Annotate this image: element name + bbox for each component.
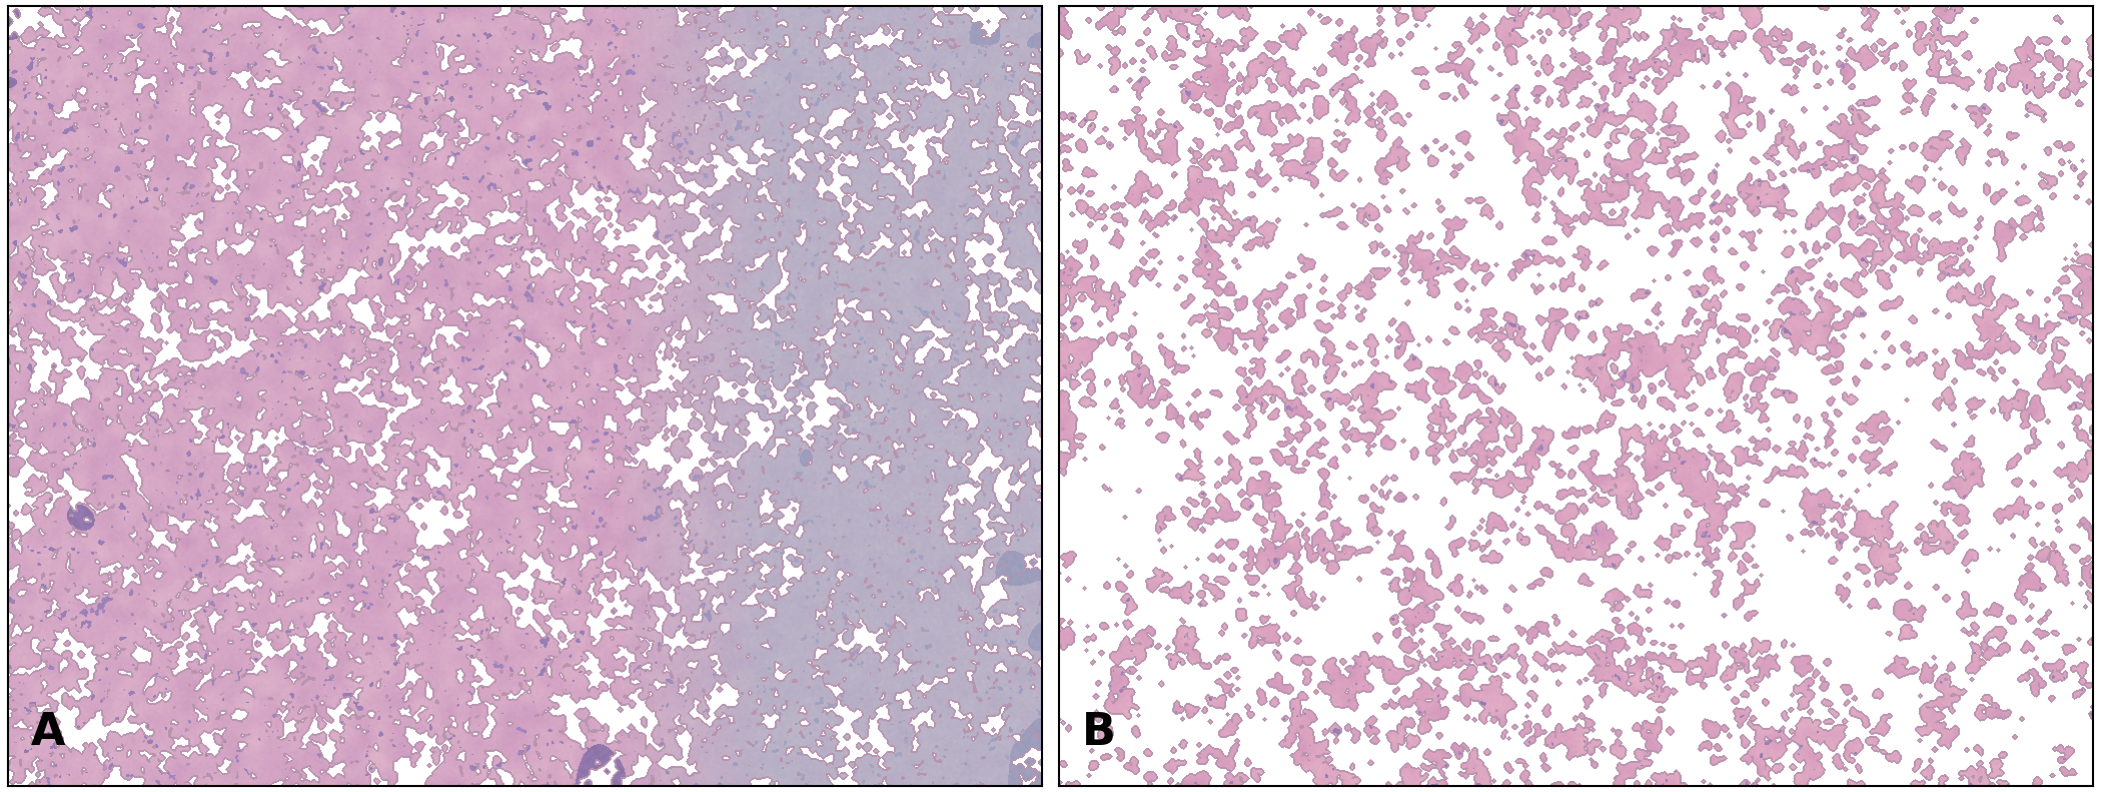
Text: A: A [32,711,65,755]
Text: B: B [1082,711,1116,755]
